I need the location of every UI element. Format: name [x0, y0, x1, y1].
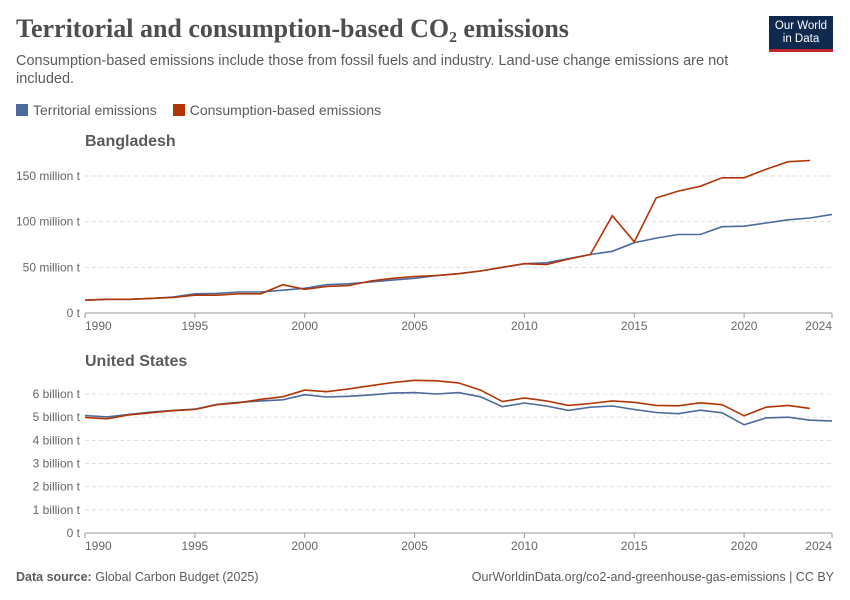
x-tick-label: 2010 [511, 319, 538, 333]
x-tick-label: 2005 [401, 539, 428, 553]
chart-title: Territorial and consumption-based CO₂ em… [16, 14, 569, 43]
y-tick-label: 100 million t [16, 215, 81, 229]
series-line-territorial [84, 213, 833, 301]
y-tick-label: 2 billion t [33, 480, 81, 494]
x-tick-label: 2000 [291, 539, 318, 553]
footer-url[interactable]: OurWorldinData.org/co2-and-greenhouse-ga… [471, 570, 834, 584]
x-tick-label: 1995 [182, 539, 209, 553]
x-tick-label: 2015 [621, 539, 648, 553]
x-tick-label: 2020 [731, 539, 758, 553]
panel-title: United States [85, 353, 187, 370]
x-tick-label: 2010 [511, 539, 538, 553]
legend: Territorial emissions Consumption-based … [16, 102, 381, 118]
y-tick-label: 0 t [67, 306, 81, 320]
owid-logo[interactable]: Our World in Data [769, 16, 833, 52]
x-tick-label: 1990 [85, 539, 112, 553]
x-tick-label: 1995 [182, 319, 209, 333]
legend-swatch [172, 104, 185, 116]
series-line-consumption [84, 159, 811, 301]
x-tick-label: 2015 [621, 319, 648, 333]
legend-label: Territorial emissions [33, 102, 157, 118]
panel-title: Bangladesh [85, 133, 176, 150]
y-tick-label: 3 billion t [33, 457, 81, 471]
source-text: Global Carbon Budget (2025) [95, 570, 259, 584]
legend-label: Consumption-based emissions [189, 102, 382, 118]
source-label: Data source: [16, 570, 92, 584]
y-tick-label: 1 billion t [33, 503, 81, 517]
x-tick-label: 2024 [805, 319, 832, 333]
y-tick-label: 0 t [67, 526, 81, 540]
x-tick-label: 2020 [731, 319, 758, 333]
y-tick-label: 50 million t [23, 260, 81, 274]
y-tick-label: 5 billion t [33, 410, 81, 424]
y-tick-label: 4 billion t [33, 433, 81, 447]
data-source: Data source: Global Carbon Budget (2025) [16, 570, 259, 584]
legend-item-consumption[interactable]: Consumption-based emissions [172, 102, 382, 118]
x-tick-label: 1990 [85, 319, 112, 333]
y-tick-label: 150 million t [16, 169, 81, 183]
x-tick-label: 2000 [291, 319, 318, 333]
x-tick-label: 2005 [401, 319, 428, 333]
y-tick-label: 6 billion t [33, 387, 81, 401]
legend-item-territorial[interactable]: Territorial emissions [16, 102, 157, 118]
legend-swatch [16, 104, 28, 116]
chart-subtitle: Consumption-based emissions include thos… [16, 53, 729, 87]
x-tick-label: 2024 [805, 539, 832, 553]
series-line-consumption [84, 379, 811, 420]
